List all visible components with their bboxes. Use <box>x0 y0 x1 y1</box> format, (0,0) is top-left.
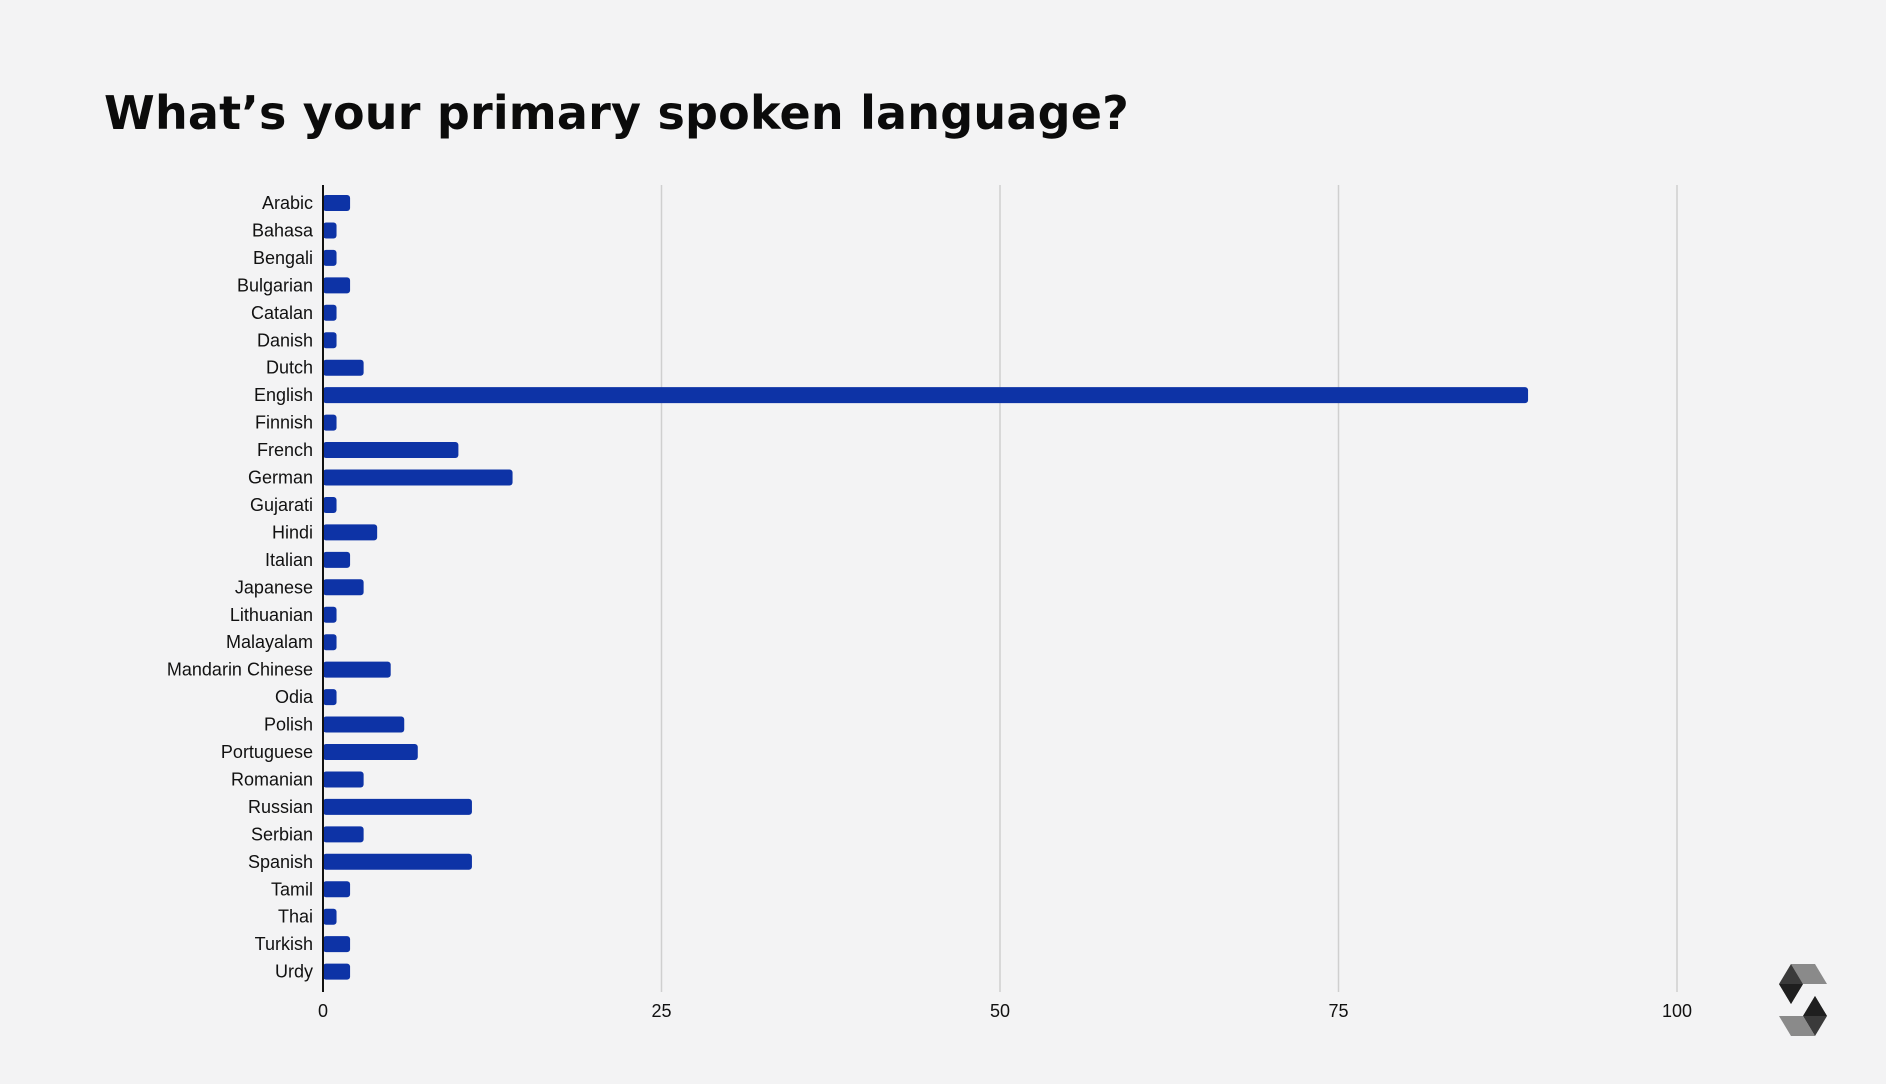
bar <box>323 689 337 706</box>
x-tick-label: 0 <box>318 1001 328 1021</box>
x-tick-label: 75 <box>1328 1001 1348 1021</box>
x-tick-label: 100 <box>1662 1001 1692 1021</box>
bar <box>323 249 337 266</box>
bar <box>323 222 337 239</box>
bar <box>323 716 405 733</box>
category-label: Romanian <box>231 769 313 789</box>
category-label: English <box>254 385 313 405</box>
gridlines <box>660 185 1678 992</box>
bar <box>323 387 1529 404</box>
category-label: Lithuanian <box>230 605 313 625</box>
category-label: Bahasa <box>252 220 314 240</box>
category-labels: Arabic Bahasa Bengali Bulgarian Catalan Danis… <box>167 193 314 982</box>
category-label: Bulgarian <box>237 275 313 295</box>
bars <box>323 195 1529 980</box>
category-label: Mandarin Chinese <box>167 660 313 680</box>
bar <box>323 798 472 815</box>
category-label: Thai <box>278 907 313 927</box>
bar <box>323 469 513 486</box>
category-label: Bengali <box>253 248 313 268</box>
category-label: Catalan <box>251 303 313 323</box>
bar <box>323 908 337 925</box>
bar <box>323 496 337 513</box>
category-label: German <box>248 468 313 488</box>
bar <box>323 661 391 678</box>
bar <box>323 634 337 651</box>
category-label: Hindi <box>272 522 313 542</box>
bar <box>323 606 337 623</box>
bar <box>323 551 351 568</box>
bar <box>323 524 378 541</box>
bar <box>323 881 351 898</box>
bar <box>323 332 337 349</box>
category-label: Danish <box>257 330 313 350</box>
solidity-logo-icon <box>1779 964 1827 1036</box>
category-label: Urdy <box>275 962 313 982</box>
bar <box>323 579 364 596</box>
page-title: What’s your primary spoken language? <box>104 86 1129 140</box>
bar <box>323 963 351 980</box>
bar <box>323 853 472 870</box>
bar <box>323 277 351 294</box>
bar <box>323 195 351 211</box>
x-tick-label: 50 <box>990 1001 1010 1021</box>
category-label: Spanish <box>248 852 313 872</box>
category-label: Odia <box>275 687 314 707</box>
category-label: Italian <box>265 550 313 570</box>
category-label: Gujarati <box>250 495 313 515</box>
category-label: Dutch <box>266 358 313 378</box>
category-label: Tamil <box>271 879 313 899</box>
category-label: Turkish <box>255 934 313 954</box>
bar <box>323 936 351 953</box>
bar <box>323 744 418 760</box>
category-label: Japanese <box>235 577 313 597</box>
category-label: Arabic <box>262 193 313 213</box>
bar <box>323 304 337 321</box>
bar <box>323 414 337 431</box>
bar <box>323 442 459 459</box>
x-tick-label: 25 <box>651 1001 671 1021</box>
category-label: Polish <box>264 715 313 735</box>
bar <box>323 359 364 376</box>
bar <box>323 771 364 788</box>
category-label: Finnish <box>255 413 313 433</box>
x-tick-labels: 0 25 50 75 100 <box>318 1001 1692 1021</box>
category-label: Russian <box>248 797 313 817</box>
category-label: Malayalam <box>226 632 313 652</box>
category-label: French <box>257 440 313 460</box>
bar <box>323 826 364 843</box>
category-label: Serbian <box>251 824 313 844</box>
category-label: Portuguese <box>221 742 313 762</box>
